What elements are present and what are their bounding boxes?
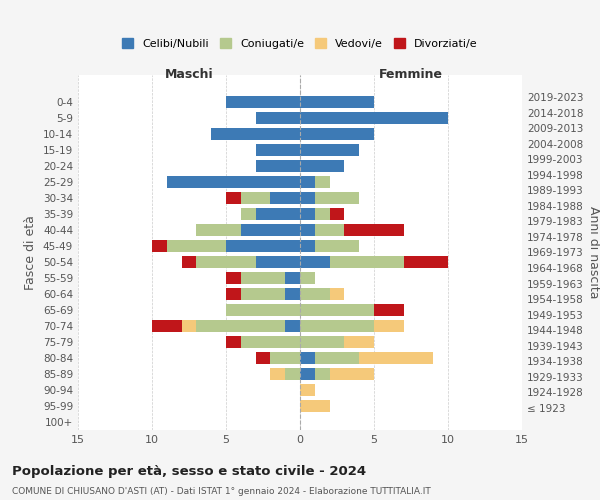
Bar <box>315 208 329 220</box>
Bar <box>300 368 315 380</box>
Bar <box>152 320 182 332</box>
Legend: Celibi/Nubili, Coniugati/e, Vedovi/e, Divorziati/e: Celibi/Nubili, Coniugati/e, Vedovi/e, Di… <box>119 34 481 52</box>
Bar <box>196 256 256 268</box>
Bar <box>226 272 241 284</box>
Bar <box>300 208 315 220</box>
Bar <box>300 336 344 348</box>
Bar <box>241 224 300 236</box>
Bar <box>300 304 374 316</box>
Bar <box>241 336 300 348</box>
Bar <box>329 208 344 220</box>
Bar <box>300 176 315 188</box>
Bar <box>285 272 300 284</box>
Bar <box>300 288 329 300</box>
Bar <box>167 176 300 188</box>
Bar <box>271 368 285 380</box>
Bar <box>300 320 374 332</box>
Bar <box>241 288 285 300</box>
Bar <box>285 368 300 380</box>
Y-axis label: Fasce di età: Fasce di età <box>25 215 37 290</box>
Y-axis label: Anni di nascita: Anni di nascita <box>587 206 600 298</box>
Bar <box>300 352 315 364</box>
Bar <box>315 224 344 236</box>
Bar <box>285 288 300 300</box>
Bar <box>300 160 344 172</box>
Bar <box>241 208 256 220</box>
Bar <box>167 240 226 252</box>
Text: COMUNE DI CHIUSANO D'ASTI (AT) - Dati ISTAT 1° gennaio 2024 - Elaborazione TUTTI: COMUNE DI CHIUSANO D'ASTI (AT) - Dati IS… <box>12 488 431 496</box>
Bar <box>256 352 271 364</box>
Bar <box>329 256 404 268</box>
Bar <box>300 256 329 268</box>
Bar <box>226 304 300 316</box>
Bar <box>300 128 374 140</box>
Bar <box>300 144 359 156</box>
Bar <box>300 192 315 204</box>
Bar <box>256 208 300 220</box>
Bar <box>329 288 344 300</box>
Bar <box>329 368 374 380</box>
Bar <box>315 192 359 204</box>
Bar <box>359 352 433 364</box>
Bar <box>256 256 300 268</box>
Bar <box>256 112 300 124</box>
Bar <box>300 272 315 284</box>
Bar <box>256 144 300 156</box>
Bar <box>315 240 359 252</box>
Bar <box>241 192 271 204</box>
Bar <box>300 224 315 236</box>
Bar <box>226 288 241 300</box>
Bar <box>182 256 196 268</box>
Bar <box>226 96 300 108</box>
Bar <box>300 112 448 124</box>
Bar <box>226 192 241 204</box>
Bar <box>344 336 374 348</box>
Bar <box>344 224 404 236</box>
Bar <box>196 320 285 332</box>
Bar <box>300 96 374 108</box>
Text: Femmine: Femmine <box>379 68 443 82</box>
Bar <box>152 240 167 252</box>
Bar <box>374 304 404 316</box>
Text: Maschi: Maschi <box>164 68 214 82</box>
Bar <box>256 160 300 172</box>
Bar <box>226 336 241 348</box>
Bar <box>374 320 404 332</box>
Bar <box>241 272 285 284</box>
Bar <box>271 352 300 364</box>
Bar <box>300 384 315 396</box>
Bar <box>285 320 300 332</box>
Bar <box>271 192 300 204</box>
Bar <box>315 176 329 188</box>
Bar <box>196 224 241 236</box>
Bar <box>300 400 329 412</box>
Bar <box>315 352 359 364</box>
Text: Popolazione per età, sesso e stato civile - 2024: Popolazione per età, sesso e stato civil… <box>12 465 366 478</box>
Bar <box>182 320 196 332</box>
Bar <box>315 368 329 380</box>
Bar <box>404 256 448 268</box>
Bar <box>226 240 300 252</box>
Bar <box>300 240 315 252</box>
Bar <box>211 128 300 140</box>
